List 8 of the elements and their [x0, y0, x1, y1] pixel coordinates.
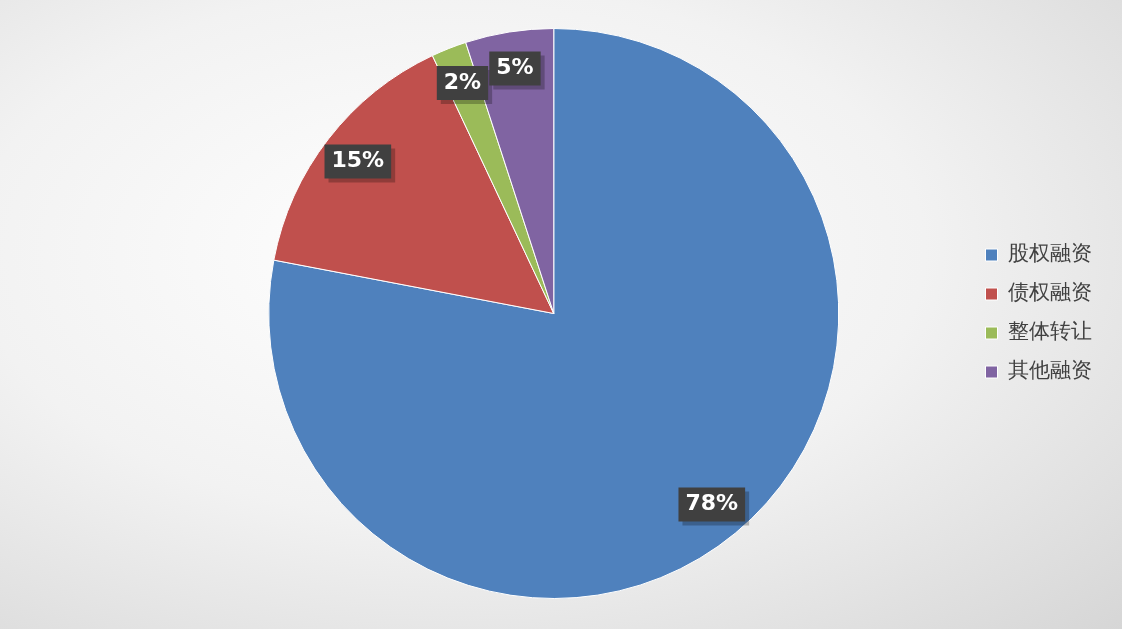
legend-label: 股权融资 [1008, 241, 1092, 266]
data-label: 5% [496, 54, 534, 80]
legend-label: 其他融资 [1008, 358, 1092, 383]
data-label: 2% [443, 68, 482, 94]
legend-label: 整体转让 [1008, 319, 1092, 344]
data-label: 78% [685, 490, 739, 516]
data-label: 15% [331, 147, 385, 173]
legend-label: 债权融资 [1008, 280, 1092, 305]
